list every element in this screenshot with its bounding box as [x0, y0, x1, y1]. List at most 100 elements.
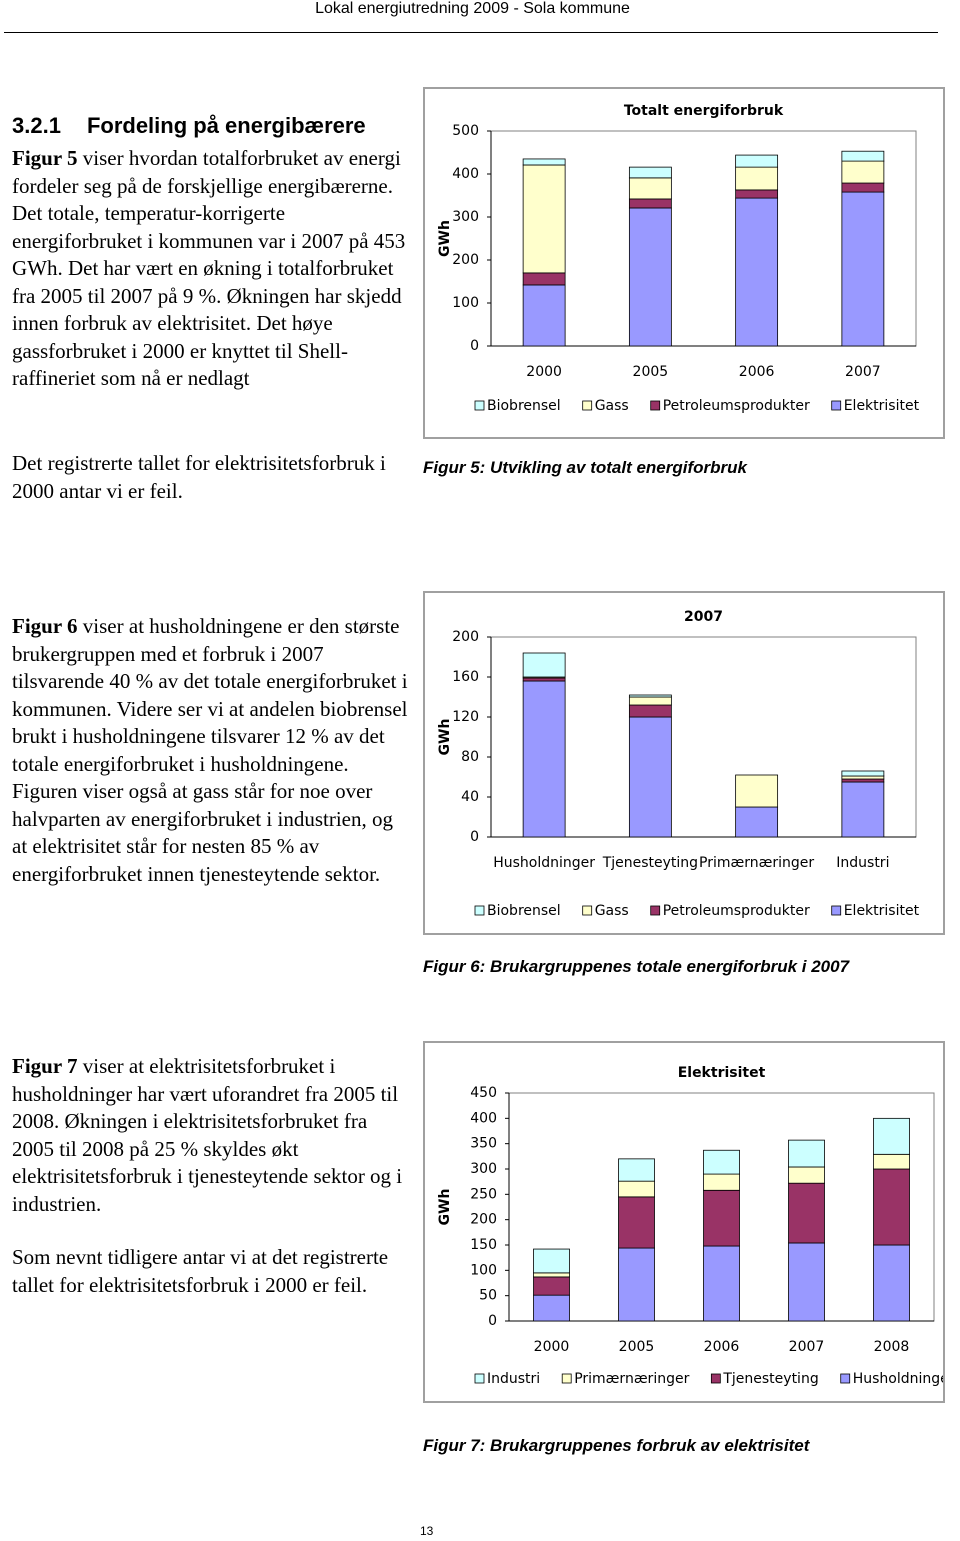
y-tick-label: 100	[452, 295, 479, 311]
chart-title: 2007	[684, 609, 723, 625]
bar-segment	[522, 164, 566, 274]
paragraph: Det registrerte tallet for elektrisitets…	[12, 450, 410, 505]
bar-segment	[522, 677, 566, 682]
legend-swatch	[474, 905, 485, 916]
x-tick-label: 2008	[874, 1339, 910, 1355]
y-axis-label: GWh	[437, 1189, 453, 1226]
bar-segment	[735, 806, 779, 838]
bar-segment	[618, 1247, 655, 1322]
bar-segment	[841, 191, 885, 347]
x-tick-label: 2006	[704, 1339, 740, 1355]
bar-segment	[841, 160, 885, 184]
bar-segment	[522, 284, 566, 347]
bar-segment	[735, 154, 779, 168]
x-tick-label: Primærnæringer	[699, 855, 814, 871]
bar-segment	[735, 774, 779, 808]
paragraph-text: viser at elektrisitetsforbruket i hushol…	[12, 1054, 403, 1216]
bar-segment	[628, 198, 672, 209]
bar-segment	[618, 1180, 655, 1198]
bar-segment	[703, 1189, 740, 1247]
bar-segment	[703, 1149, 740, 1175]
bar-segment	[735, 189, 779, 199]
legend-label: Industri	[487, 1371, 540, 1387]
x-tick-label: Husholdninger	[493, 855, 595, 871]
bar-segment	[841, 770, 885, 777]
legend-label: Primærnæringer	[574, 1371, 689, 1387]
y-tick-label: 200	[470, 1212, 497, 1228]
legend-swatch	[650, 400, 661, 411]
paragraph-text: Det registrerte tallet for elektrisitets…	[12, 451, 386, 503]
y-tick-label: 40	[461, 789, 479, 805]
figure-caption: Figur 5: Utvikling av totalt energiforbr…	[423, 458, 747, 477]
bar-segment	[628, 704, 672, 718]
figure-ref: Figur 7	[12, 1054, 78, 1078]
paragraph: Figur 5 viser hvordan totalforbruket av …	[12, 145, 410, 393]
bar-segment	[841, 781, 885, 838]
bar-segment	[628, 177, 672, 200]
bar-segment	[873, 1244, 910, 1322]
x-tick-label: 2000	[526, 364, 562, 380]
bar-segment	[628, 166, 672, 179]
bar-segment	[841, 182, 885, 193]
x-tick-label: 2005	[619, 1339, 655, 1355]
bar-segment	[788, 1166, 825, 1184]
figure-frame: 2007 GWh 0 40 80 120 160 200 Husholdninger Tjenes…	[423, 591, 945, 935]
legend-swatch	[840, 1373, 851, 1384]
bar-segment	[522, 680, 566, 838]
y-tick-label: 0	[488, 1313, 497, 1329]
y-tick-label: 300	[452, 209, 479, 225]
chart: Elektrisitet GWh 0 50 100 150 200 250 300 350 400 4…	[437, 1065, 943, 1387]
figure-frame: Elektrisitet GWh 0 50 100 150 200 250 300 350 400 4…	[423, 1041, 945, 1403]
figure-ref: Figur 5	[12, 146, 78, 170]
y-axis-label: GWh	[437, 719, 453, 756]
chart: 2007 GWh 0 40 80 120 160 200 Husholdninger Tjenes…	[437, 609, 920, 919]
y-tick-label: 300	[470, 1161, 497, 1177]
header-rule	[4, 32, 938, 33]
bar-segment	[618, 1196, 655, 1249]
paragraph: Figur 7 viser at elektrisitetsforbruket …	[12, 1053, 410, 1218]
bar-segment	[873, 1117, 910, 1155]
legend-label: Petroleumsprodukter	[663, 398, 810, 414]
y-tick-label: 150	[470, 1237, 497, 1253]
figure-frame: Totalt energiforbruk GWh 0 100 200 300 400 500 2…	[423, 87, 945, 439]
legend-label: Tjenesteyting	[722, 1371, 818, 1387]
bar-segment	[628, 694, 672, 698]
y-tick-label: 200	[452, 629, 479, 645]
bar-segment	[628, 207, 672, 347]
chart-title: Elektrisitet	[678, 1065, 766, 1081]
bar-segment	[533, 1248, 570, 1274]
y-tick-label: 100	[470, 1262, 497, 1278]
bar-segment	[788, 1182, 825, 1244]
bar-segment	[703, 1245, 740, 1322]
running-header: Lokal energiutredning 2009 - Sola kommun…	[315, 0, 630, 17]
paragraph-text: viser at husholdningene er den største b…	[12, 614, 408, 886]
legend-swatch	[582, 400, 593, 411]
page-number: 13	[420, 1524, 434, 1538]
bar-segment	[522, 652, 566, 678]
paragraph: Som nevnt tidligere antar vi at det regi…	[12, 1244, 410, 1299]
paragraph-text: Som nevnt tidligere antar vi at det regi…	[12, 1245, 389, 1297]
y-tick-label: 0	[470, 338, 479, 354]
figure-caption: Figur 7: Brukargruppenes forbruk av elek…	[423, 1436, 810, 1455]
bar-segment	[533, 1294, 570, 1322]
legend-swatch	[831, 400, 842, 411]
legend-swatch	[474, 1373, 485, 1384]
chart: Totalt energiforbruk GWh 0 100 200 300 400 500 2…	[437, 103, 920, 414]
bar-segment	[735, 197, 779, 347]
x-tick-label: Industri	[836, 855, 889, 871]
bar-segment	[735, 166, 779, 191]
figure-caption: Figur 6: Brukargruppenes totale energifo…	[423, 957, 850, 976]
bar-segment	[841, 778, 885, 783]
legend-swatch	[831, 905, 842, 916]
bar-segment	[533, 1276, 570, 1296]
section-number: 3.2.1	[12, 113, 61, 138]
legend-label: Gass	[595, 398, 629, 414]
legend-label: Biobrensel	[487, 398, 561, 414]
bar-segment	[873, 1153, 910, 1170]
legend-swatch	[561, 1373, 572, 1384]
legend-swatch	[582, 905, 593, 916]
legend-swatch	[474, 400, 485, 411]
bar-segment	[533, 1272, 570, 1278]
paragraph: Figur 6 viser at husholdningene er den s…	[12, 613, 410, 888]
